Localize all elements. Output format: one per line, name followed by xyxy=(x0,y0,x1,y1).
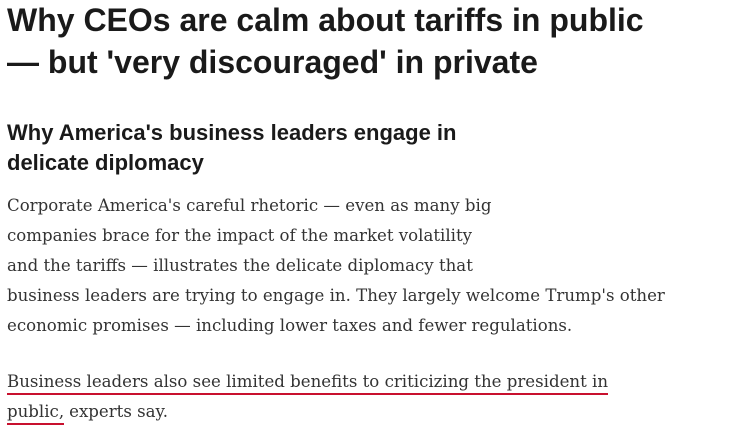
subheading-line: Why America's business leaders engage in xyxy=(7,120,457,145)
paragraph-line: public, experts say. xyxy=(7,402,168,425)
paragraph-line: companies brace for the impact of the ma… xyxy=(7,226,472,245)
headline-line: — but 'very discouraged' in private xyxy=(7,44,538,80)
paragraph-line: business leaders are trying to engage in… xyxy=(7,286,665,305)
highlighted-text: public, xyxy=(7,402,65,425)
paragraph-line: Corporate America's careful rhetoric — e… xyxy=(7,196,492,215)
subheading-line: delicate diplomacy xyxy=(7,150,204,175)
paragraph-text: experts say. xyxy=(69,402,168,421)
paragraph-line: economic promises — including lower taxe… xyxy=(7,316,573,335)
highlighted-text: Business leaders also see limited benefi… xyxy=(7,372,609,395)
headline-line: Why CEOs are calm about tariffs in publi… xyxy=(7,2,644,38)
paragraph-line: and the tariffs — illustrates the delica… xyxy=(7,256,473,275)
paragraph-line: Business leaders also see limited benefi… xyxy=(7,372,609,395)
